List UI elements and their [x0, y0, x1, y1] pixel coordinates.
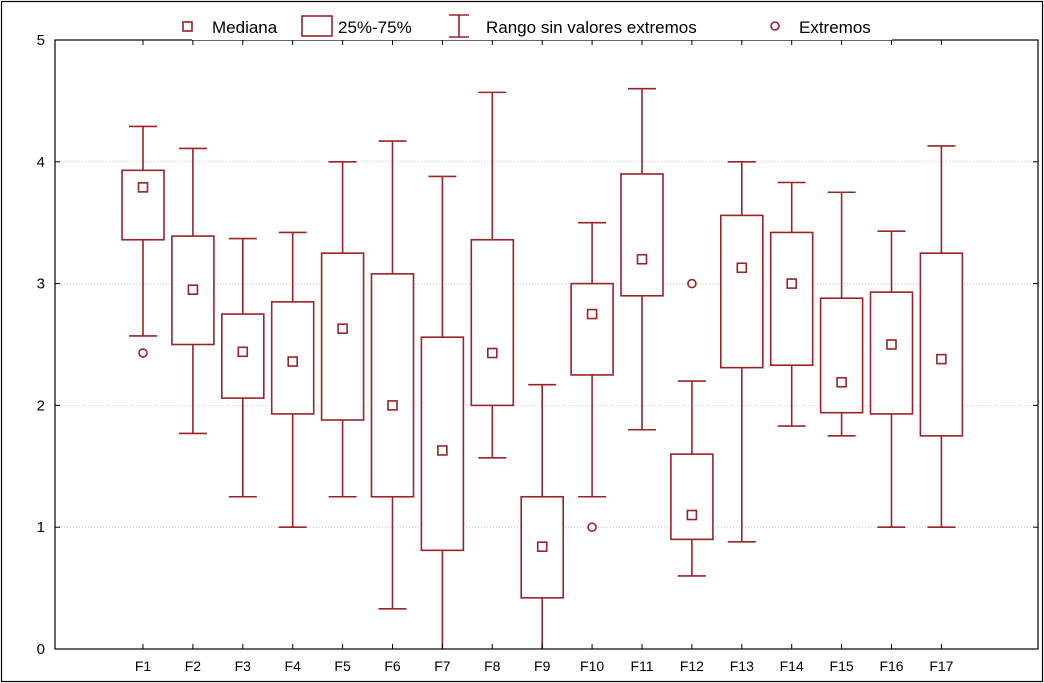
box-group-f13 — [719, 161, 764, 543]
legend-outlier-icon — [770, 21, 780, 31]
x-tick-label: F5 — [334, 658, 351, 674]
y-tick-label: 2 — [37, 397, 45, 414]
iqr-box — [919, 252, 964, 437]
box-group-f8 — [470, 91, 515, 459]
box-group-f17 — [919, 145, 964, 529]
iqr-box — [370, 273, 415, 498]
x-tick-label: F16 — [879, 658, 903, 674]
median-marker — [836, 376, 847, 388]
iqr-box — [420, 336, 465, 552]
x-tick-label: F15 — [830, 658, 854, 674]
median-marker — [886, 339, 897, 350]
x-tick-label: F9 — [534, 658, 551, 674]
iqr-box — [670, 453, 714, 541]
median-marker — [287, 356, 299, 367]
box-group-f5 — [320, 161, 365, 498]
x-tick-label: F7 — [434, 658, 451, 674]
ticks: 0 1 2 3 4 5 F1 F2 F3 F4 F5 F6 F7 F8 F9 F10 F11 F12 F13 F14 F… — [37, 32, 1038, 674]
x-tick-label: F10 — [580, 658, 604, 674]
box-group-f9 — [520, 383, 565, 649]
x-tick-label: F12 — [680, 658, 704, 674]
box-group-f6 — [370, 140, 415, 610]
median-marker — [387, 400, 398, 411]
x-tick-label: F11 — [630, 658, 653, 674]
box-group-f3 — [221, 237, 265, 498]
legend-box-label: 25%-75% — [338, 18, 412, 37]
legend-whisker-icon — [449, 14, 469, 38]
legend-outlier-label: Extremos — [799, 18, 871, 37]
legend-median-icon — [182, 21, 193, 32]
iqr-box — [819, 297, 864, 414]
box-group-f4 — [270, 231, 315, 529]
iqr-box — [570, 282, 614, 376]
outlier-marker — [687, 278, 697, 289]
boxes — [121, 87, 964, 649]
median-marker — [586, 308, 598, 320]
box-group-f10 — [570, 221, 614, 533]
legend-whisker-label: Rango sin valores extremos — [486, 18, 697, 37]
y-tick-label: 4 — [37, 154, 45, 171]
median-marker — [486, 347, 498, 359]
x-tick-label: F13 — [730, 658, 754, 674]
median-marker — [137, 182, 149, 193]
median-marker — [187, 284, 199, 295]
iqr-box — [121, 169, 165, 241]
median-marker — [936, 353, 947, 365]
iqr-box — [719, 214, 764, 369]
x-tick-label: F4 — [285, 658, 302, 674]
legend: Mediana 25%-75% Rango sin valores extrem… — [182, 14, 892, 40]
iqr-box — [620, 173, 664, 297]
x-tick-label: F8 — [484, 658, 501, 674]
box-group-f14 — [769, 181, 814, 427]
iqr-box — [869, 291, 914, 415]
y-tick-label: 0 — [37, 641, 45, 658]
box-group-f16 — [869, 230, 914, 529]
median-marker — [786, 278, 798, 289]
box-group-f12 — [670, 278, 714, 577]
x-tick-label: F6 — [384, 658, 401, 674]
x-tick-label: F2 — [185, 658, 202, 674]
box-group-f15 — [819, 191, 864, 437]
y-tick-label: 1 — [37, 519, 45, 536]
median-marker — [686, 509, 698, 521]
legend-box-icon — [301, 15, 333, 37]
outlier-marker — [587, 522, 597, 533]
x-tick-label: F17 — [929, 658, 953, 674]
box-group-f1 — [121, 125, 165, 358]
legend-median-label: Mediana — [212, 18, 278, 37]
iqr-box — [470, 238, 515, 407]
outlier-marker — [138, 348, 148, 358]
box-group-f7 — [420, 175, 465, 649]
median-marker — [636, 253, 648, 265]
median-marker — [736, 262, 748, 274]
median-marker — [237, 346, 249, 358]
iqr-box — [769, 231, 814, 367]
y-tick-label: 5 — [37, 32, 45, 49]
median-marker — [437, 445, 448, 456]
iqr-box — [320, 252, 365, 421]
y-tick-label: 3 — [37, 276, 45, 293]
x-tick-label: F1 — [135, 658, 152, 674]
x-tick-label: F3 — [235, 658, 252, 674]
box-group-f11 — [620, 87, 664, 431]
box-group-f2 — [171, 147, 215, 435]
x-tick-label: F14 — [780, 658, 804, 674]
median-marker — [536, 541, 548, 552]
median-marker — [337, 323, 348, 334]
